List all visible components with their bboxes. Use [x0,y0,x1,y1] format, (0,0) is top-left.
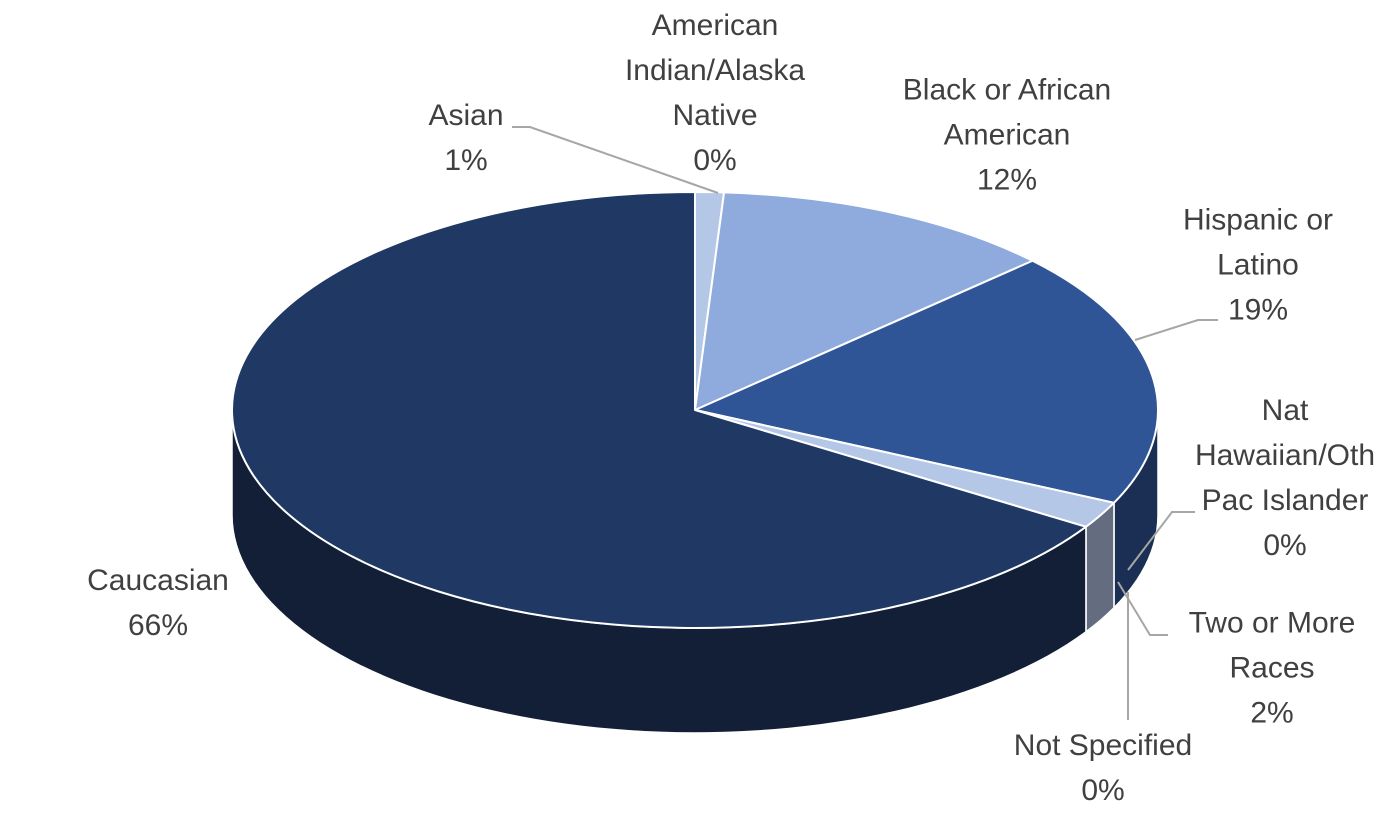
label-value: 0% [693,144,737,177]
label-name: Two or More Races [1188,606,1356,685]
data-label: Caucasian 66% [58,558,258,648]
label-name: Hispanic or Latino [1182,203,1334,282]
label-name: Black or African American [902,73,1112,152]
label-value: 19% [1227,293,1289,327]
data-label: Two or More Races 2% [1162,601,1382,736]
slice [694,259,1159,504]
label-name: Caucasian [87,564,229,597]
label-name: American Indian/Alaska Native [624,9,806,132]
label-name: Not Specified [1013,729,1193,762]
leader-line [1134,319,1218,341]
leader-line [1127,511,1195,571]
label-value: 2% [1250,696,1294,730]
data-label: Not Specified 0% [983,723,1223,813]
leader-line [512,126,719,194]
data-label: Hispanic or Latino 19% [1158,198,1358,333]
slice [230,191,1087,629]
data-label: American Indian/Alaska Native 0% [600,3,830,183]
label-value: 0% [1081,774,1125,807]
label-name: Asian [428,99,504,132]
slice [694,191,1034,411]
label-value: 0% [1263,529,1307,562]
data-label: Nat Hawaiian/Oth Pac Islander 0% [1170,388,1400,568]
label-value: 1% [444,144,488,177]
data-label: Black or African American 12% [877,68,1137,203]
label-value: 66% [127,609,189,642]
data-label: Asian 1% [401,93,531,183]
label-name: Nat Hawaiian/Oth Pac Islander [1194,394,1376,517]
label-value: 12% [976,163,1038,197]
